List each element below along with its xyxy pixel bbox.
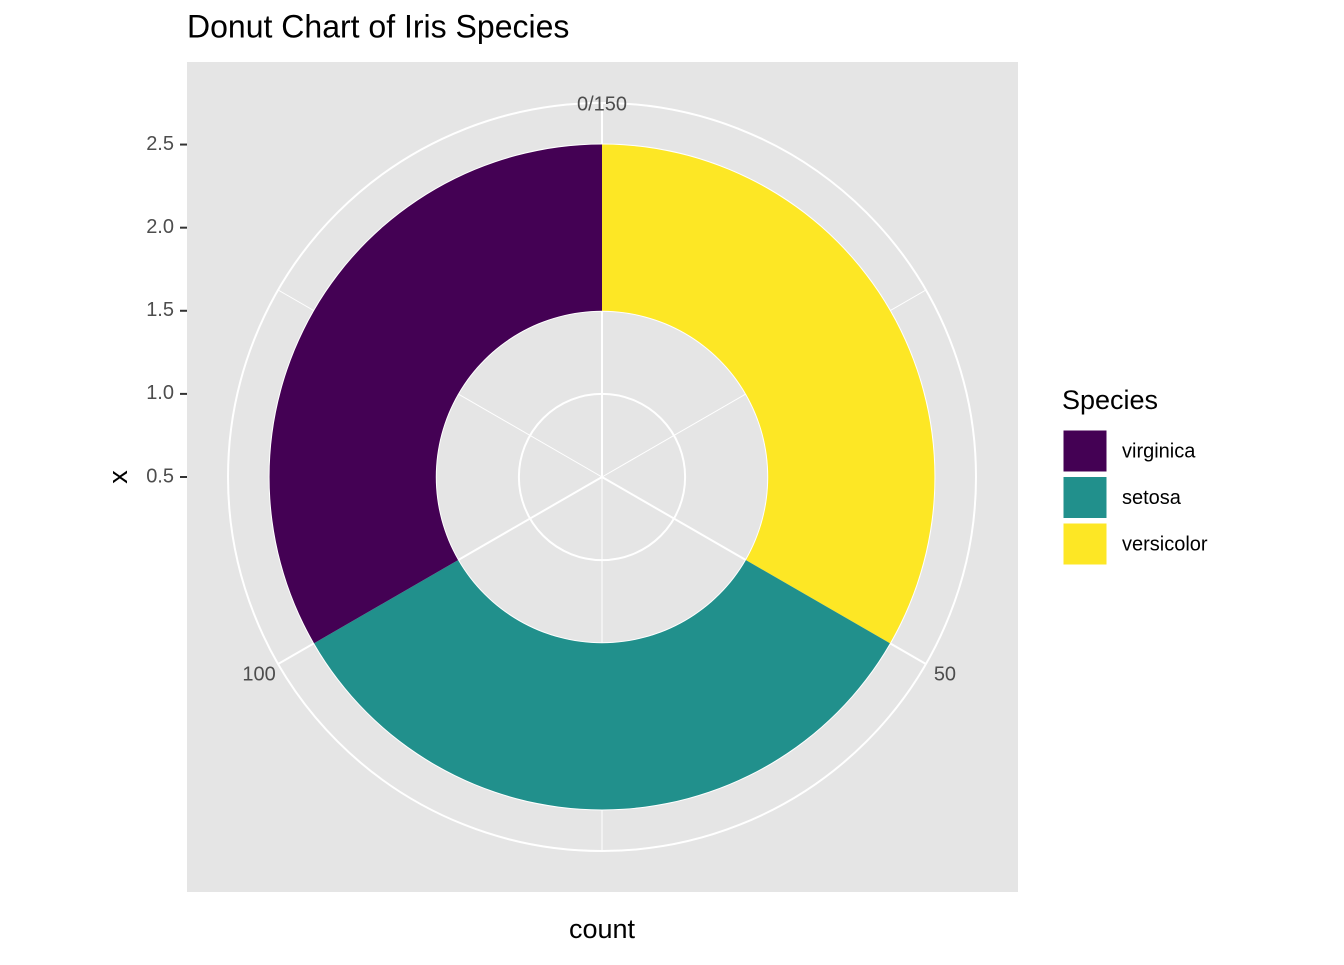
y-tick-label: 1.0: [146, 382, 174, 404]
legend-label: setosa: [1122, 487, 1182, 509]
y-axis-label: x: [103, 470, 133, 484]
donut-segment: [314, 560, 890, 810]
x-tick-label: 100: [242, 663, 275, 685]
y-tick-label: 2.0: [146, 216, 174, 238]
legend-key: [1062, 476, 1108, 519]
donut-segment: [602, 144, 935, 644]
y-tick-label: 2.5: [146, 133, 174, 155]
legend-label: versicolor: [1122, 533, 1208, 555]
legend-title: Species: [1062, 385, 1158, 415]
legend-label: virginica: [1122, 440, 1196, 462]
legend-key: [1062, 429, 1108, 473]
y-tick-label: 0.5: [146, 465, 174, 487]
x-tick-label: 50: [934, 663, 956, 685]
x-axis-label: count: [569, 914, 636, 944]
chart-title: Donut Chart of Iris Species: [187, 8, 569, 44]
legend-key: [1062, 522, 1108, 566]
x-tick-label: 0/150: [577, 93, 627, 115]
y-tick-label: 1.5: [146, 299, 174, 321]
donut-segment: [269, 144, 602, 644]
